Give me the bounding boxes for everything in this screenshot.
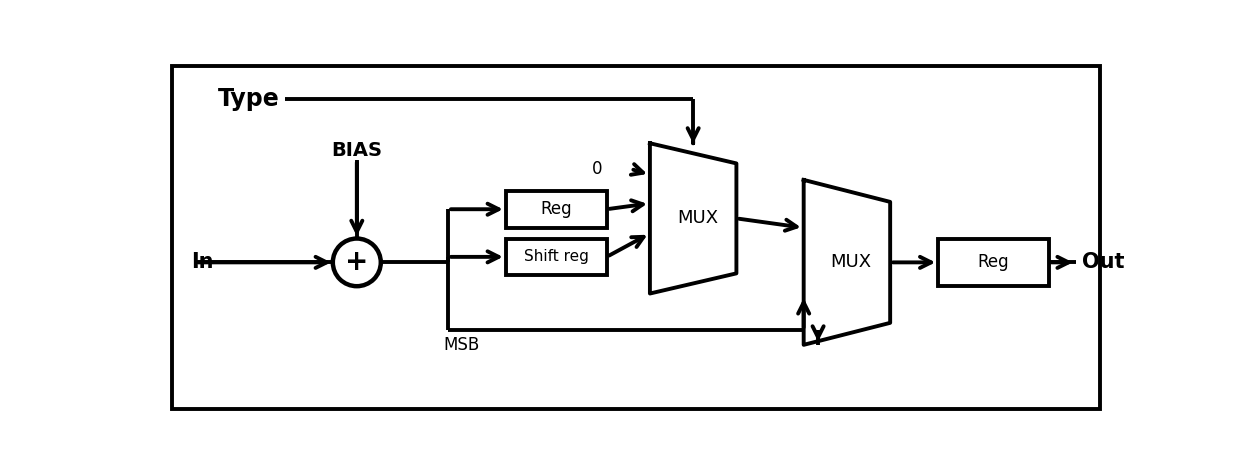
Text: Shift reg: Shift reg — [523, 249, 589, 264]
Text: MUX: MUX — [831, 253, 872, 271]
Ellipse shape — [332, 238, 381, 286]
Bar — [506, 191, 606, 228]
Text: 0: 0 — [593, 160, 603, 178]
Polygon shape — [650, 143, 737, 294]
Text: +: + — [345, 248, 368, 277]
Bar — [939, 238, 1049, 286]
Text: MSB: MSB — [444, 336, 480, 354]
Text: Out: Out — [1083, 252, 1125, 272]
Text: In: In — [191, 252, 215, 272]
Text: MUX: MUX — [677, 209, 718, 228]
Text: Type: Type — [217, 87, 279, 111]
Text: Reg: Reg — [541, 200, 572, 218]
Text: Reg: Reg — [977, 253, 1009, 271]
Polygon shape — [804, 180, 890, 345]
Bar — [506, 238, 606, 275]
Text: BIAS: BIAS — [331, 141, 382, 160]
